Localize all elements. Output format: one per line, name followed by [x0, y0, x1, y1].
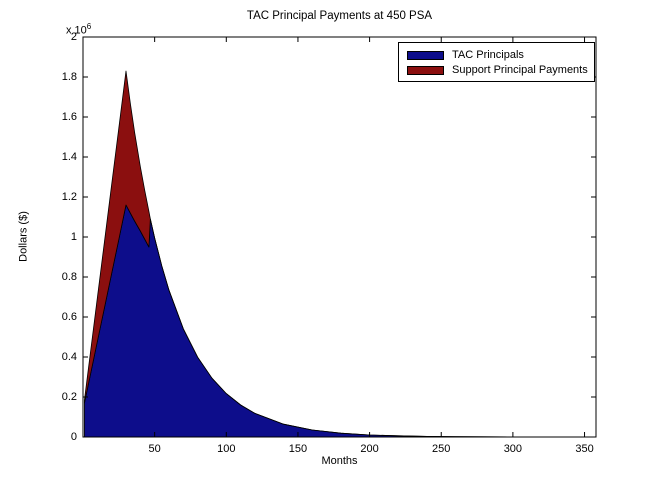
- y-tick-label: 0: [70, 431, 77, 443]
- x-tick-label: 150: [288, 443, 308, 455]
- y-tick-label: 0.4: [61, 351, 77, 363]
- x-tick-label: 200: [360, 443, 379, 455]
- x-tick-label: 50: [148, 443, 161, 455]
- y-tick-label: 1.4: [61, 151, 77, 163]
- y-tick-label: 0.2: [61, 391, 77, 403]
- legend-swatch-tac-icon: [407, 50, 444, 60]
- y-exponent-power: 6: [86, 22, 92, 31]
- y-exponent-base: x 10: [66, 24, 87, 37]
- x-tick-label: 250: [432, 443, 451, 455]
- chart-title: TAC Principal Payments at 450 PSA: [246, 10, 433, 22]
- y-axis-label: Dollars ($): [17, 211, 30, 262]
- x-tick-label: 100: [217, 443, 236, 455]
- y-tick-label: 0.8: [61, 271, 77, 283]
- x-tick-label: 350: [575, 443, 594, 455]
- legend: TAC Principals Support Principal Payments: [398, 42, 595, 82]
- y-tick-label: 0.6: [61, 311, 77, 323]
- x-axis-label: Months: [321, 455, 358, 467]
- legend-label: Support Principal Payments: [452, 64, 588, 76]
- x-tick-label: 300: [503, 443, 523, 455]
- y-tick-label: 1.2: [61, 191, 77, 203]
- y-tick-label: 1.6: [61, 111, 77, 123]
- legend-swatch-support-icon: [407, 65, 444, 75]
- legend-item: TAC Principals: [399, 48, 594, 62]
- y-tick-label: 1.8: [61, 71, 77, 83]
- y-axis-exponent-label: x 106: [66, 20, 91, 38]
- legend-item: Support Principal Payments: [399, 63, 594, 77]
- area-series-tac: [84, 204, 597, 438]
- y-tick-label: 1: [70, 231, 77, 243]
- legend-label: TAC Principals: [452, 49, 524, 61]
- y-tick-label: 2: [70, 31, 77, 43]
